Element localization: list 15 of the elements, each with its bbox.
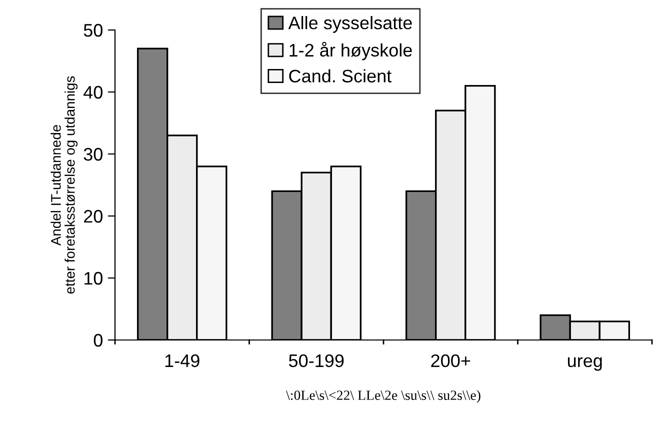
y-tick-label: 50 [84, 24, 102, 37]
x-tick-label: 1-49 [165, 354, 200, 368]
x-tick-label: 200+ [431, 354, 470, 368]
y-tick-label: 10 [84, 272, 102, 285]
y-tick-label: 30 [84, 148, 102, 161]
legend-label: 1-2 år høyskole [290, 42, 412, 60]
x-tick-label: 50-199 [288, 354, 344, 368]
y-tick-label: 0 [94, 334, 102, 347]
legend-label: Alle sysselsatte [288, 16, 412, 33]
y-tick-label: 20 [84, 210, 102, 223]
x-axis-title: \:0Le\s\<22\ LLe\2e \su\s\\ su2s\\e) [286, 390, 480, 403]
y-tick-label: 40 [84, 86, 102, 99]
x-tick-label: ureg [568, 357, 602, 371]
legend-label: Cand. Scient [289, 69, 392, 82]
y-axis-title: Andel IT-utdannede etter foretaksstørrelse og utdannigs [50, 76, 78, 294]
